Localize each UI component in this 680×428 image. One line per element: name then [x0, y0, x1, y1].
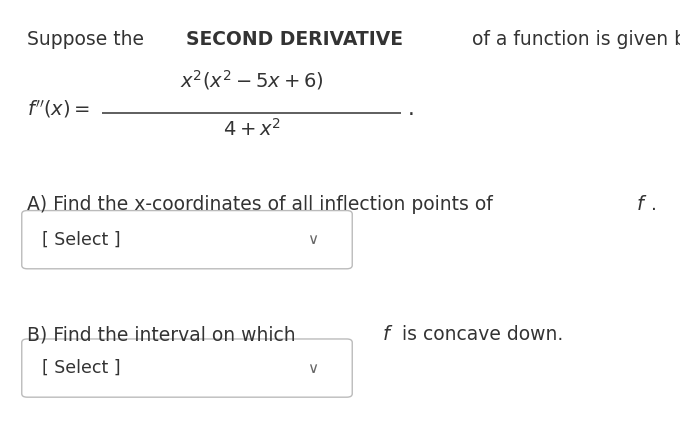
Text: $f''(x) =$: $f''(x) =$ [27, 98, 90, 120]
Text: Suppose the: Suppose the [27, 30, 150, 49]
Text: $f$: $f$ [381, 325, 393, 344]
Text: B) Find the interval on which: B) Find the interval on which [27, 325, 302, 344]
Text: .: . [651, 195, 656, 214]
Text: $x^2(x^2 - 5x + 6)$: $x^2(x^2 - 5x + 6)$ [180, 68, 324, 92]
Text: [ Select ]: [ Select ] [42, 359, 121, 377]
Text: ∨: ∨ [307, 232, 318, 247]
Text: [ Select ]: [ Select ] [42, 231, 121, 249]
Text: ∨: ∨ [307, 360, 318, 376]
Text: .: . [408, 99, 415, 119]
FancyBboxPatch shape [22, 211, 352, 269]
Text: A) Find the x-coordinates of all inflection points of: A) Find the x-coordinates of all inflect… [27, 195, 499, 214]
Text: $f$: $f$ [636, 195, 647, 214]
Text: is concave down.: is concave down. [396, 325, 564, 344]
FancyBboxPatch shape [22, 339, 352, 397]
Text: of a function is given by: of a function is given by [466, 30, 680, 49]
Text: SECOND DERIVATIVE: SECOND DERIVATIVE [186, 30, 403, 49]
Text: $4 + x^2$: $4 + x^2$ [222, 118, 281, 140]
